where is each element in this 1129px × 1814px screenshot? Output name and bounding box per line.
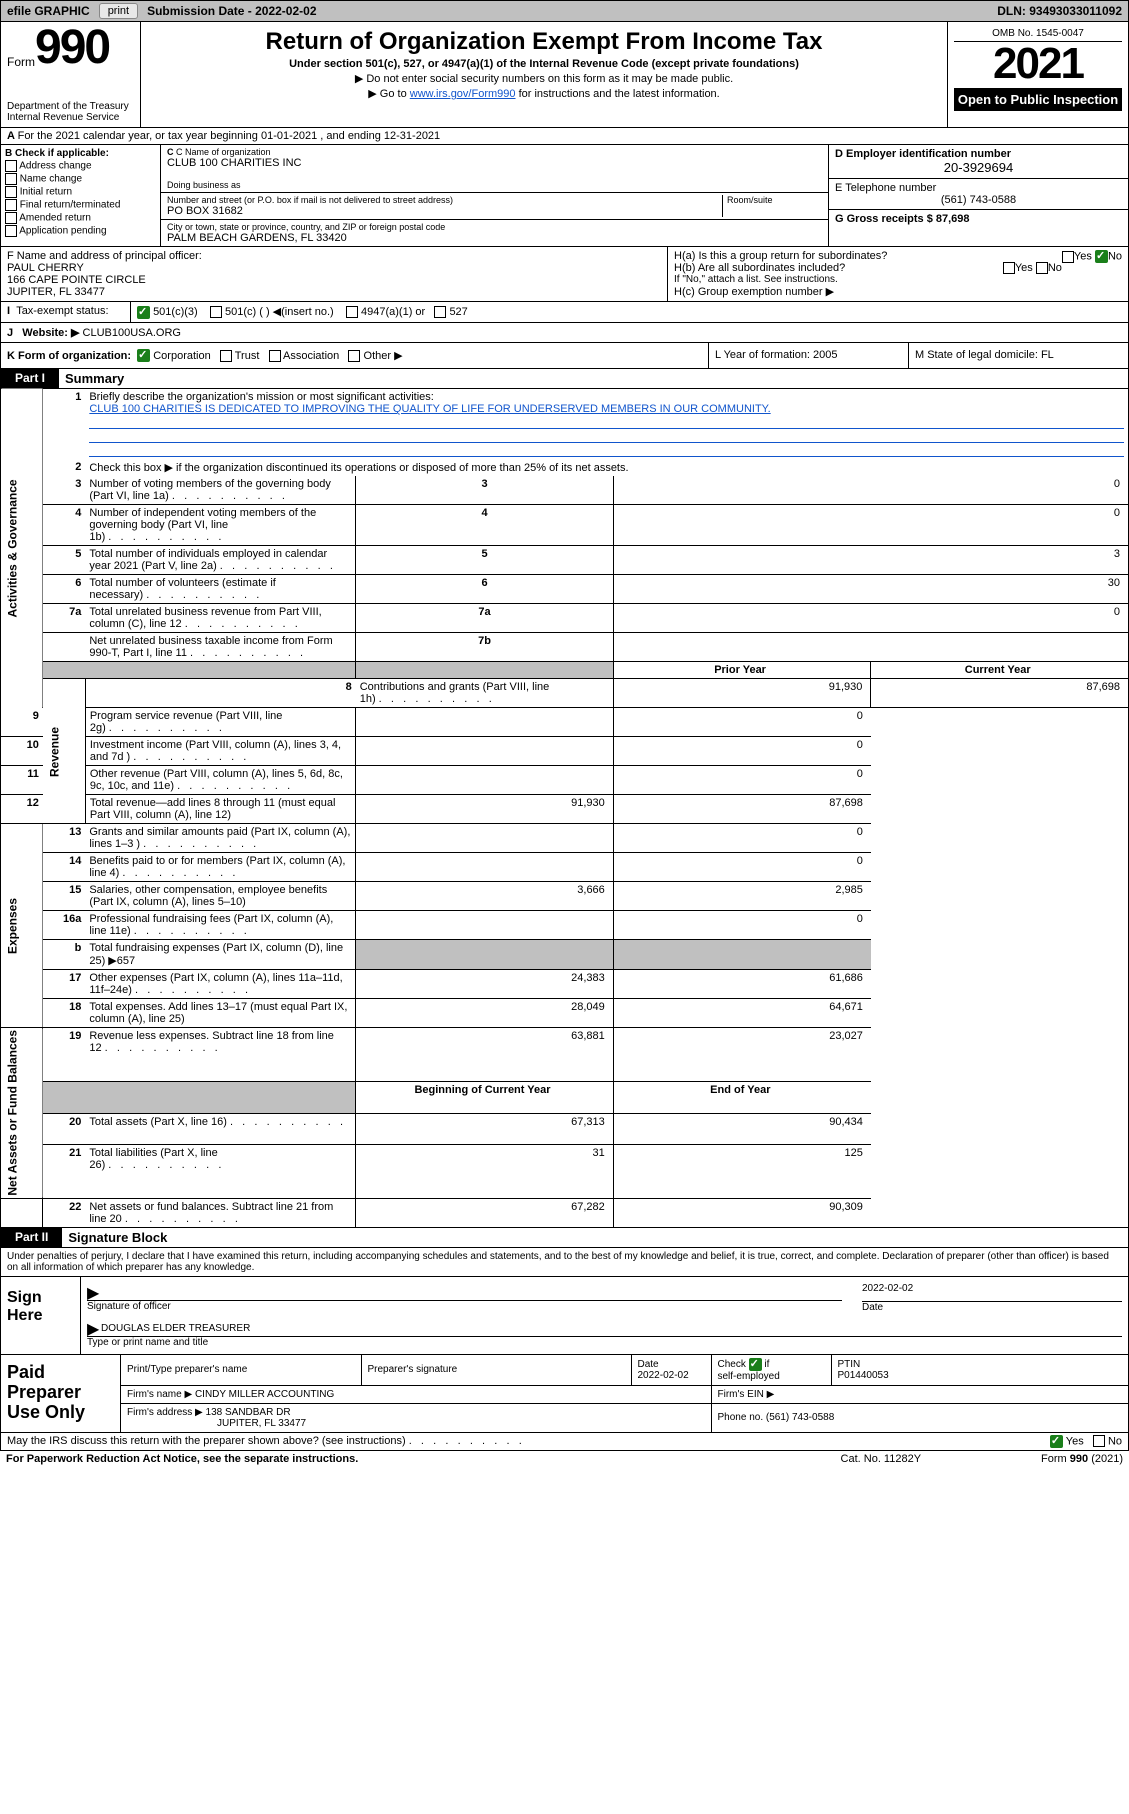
website-value: CLUB100USA.ORG [83, 327, 181, 339]
check-icon [137, 306, 150, 319]
side-expenses: Expenses [1, 824, 43, 1028]
part1-header: Part I Summary [0, 369, 1129, 389]
paid-preparer-label: Paid Preparer Use Only [1, 1355, 121, 1432]
side-activities: Activities & Governance [1, 389, 43, 708]
note-ssn: Do not enter social security numbers on … [147, 72, 941, 85]
website-row: J Website: ▶ CLUB100USA.ORG [0, 323, 1129, 343]
year-cell: OMB No. 1545-0047 2021 Open to Public In… [948, 22, 1128, 127]
form-word: Form [7, 55, 35, 69]
org-address: PO BOX 31682 [167, 205, 722, 217]
phone-value: (561) 743-0588 [835, 194, 1122, 206]
officer-group-block: F Name and address of principal officer:… [0, 247, 1129, 302]
submission-date: Submission Date - 2022-02-02 [141, 4, 322, 18]
ein-value: 20-3929694 [835, 160, 1122, 175]
form-title: Return of Organization Exempt From Incom… [147, 28, 941, 56]
title-cell: Return of Organization Exempt From Incom… [141, 22, 948, 127]
summary-table: Activities & Governance 1 Briefly descri… [0, 389, 1129, 1228]
mission-text: CLUB 100 CHARITIES IS DEDICATED TO IMPRO… [89, 403, 770, 415]
k-form-org-row: K Form of organization: Corporation Trus… [0, 343, 1129, 370]
officer-name-title: DOUGLAS ELDER TREASURER [101, 1319, 250, 1336]
print-button[interactable]: print [99, 3, 138, 19]
officer-name: PAUL CHERRY [7, 262, 661, 274]
identity-block: B Check if applicable: Address change Na… [0, 145, 1129, 247]
form-990: 990 [35, 26, 109, 69]
tax-status-row: I Tax-exempt status: 501(c)(3) 501(c) ( … [0, 302, 1129, 323]
state-domicile: M State of legal domicile: FL [908, 343, 1128, 369]
part2-header: Part II Signature Block [0, 1228, 1129, 1248]
preparer-phone: Phone no. (561) 743-0588 [711, 1403, 1128, 1432]
org-name: CLUB 100 CHARITIES INC [167, 157, 822, 169]
check-icon [137, 349, 150, 362]
ptin-value: P01440053 [838, 1370, 889, 1381]
note-link: Go to www.irs.gov/Form990 for instructio… [147, 87, 941, 100]
firm-name: CINDY MILLER ACCOUNTING [195, 1389, 334, 1400]
form-header: Form 990 Department of the TreasuryInter… [0, 22, 1129, 128]
top-toolbar: efile GRAPHIC print Submission Date - 20… [0, 0, 1129, 22]
perjury-declaration: Under penalties of perjury, I declare th… [1, 1248, 1128, 1277]
check-icon [1050, 1435, 1063, 1448]
side-revenue: Revenue [43, 679, 85, 824]
tax-year: 2021 [954, 42, 1122, 86]
form-subtitle: Under section 501(c), 527, or 4947(a)(1)… [147, 58, 941, 70]
check-icon [1095, 250, 1108, 263]
open-inspection: Open to Public Inspection [954, 88, 1122, 111]
bar-a-taxyear: A For the 2021 calendar year, or tax yea… [0, 128, 1129, 145]
footer-row: For Paperwork Reduction Act Notice, see … [0, 1451, 1129, 1467]
efile-label: efile GRAPHIC [1, 4, 96, 18]
sig-date: 2022-02-02 [862, 1283, 1122, 1301]
section-c-name: C C Name of organization CLUB 100 CHARIT… [161, 145, 828, 246]
check-icon [749, 1358, 762, 1371]
form-number-cell: Form 990 Department of the TreasuryInter… [1, 22, 141, 127]
preparer-table: Print/Type preparer's name Preparer's si… [121, 1355, 1128, 1432]
year-formation: L Year of formation: 2005 [708, 343, 908, 369]
side-net: Net Assets or Fund Balances [1, 1028, 43, 1199]
dln-label: DLN: 93493033011092 [991, 4, 1128, 18]
dept-label: Department of the TreasuryInternal Reven… [7, 101, 134, 123]
sign-here-label: Sign Here [1, 1277, 81, 1354]
irs-link[interactable]: www.irs.gov/Form990 [410, 88, 516, 100]
section-b-checks: B Check if applicable: Address change Na… [1, 145, 161, 246]
signature-block: Under penalties of perjury, I declare th… [0, 1248, 1129, 1433]
org-city: PALM BEACH GARDENS, FL 33420 [167, 232, 822, 244]
gross-receipts: G Gross receipts $ 87,698 [829, 210, 1128, 228]
section-d-ein: D Employer identification number 20-3929… [828, 145, 1128, 246]
irs-discuss-row: May the IRS discuss this return with the… [0, 1433, 1129, 1451]
